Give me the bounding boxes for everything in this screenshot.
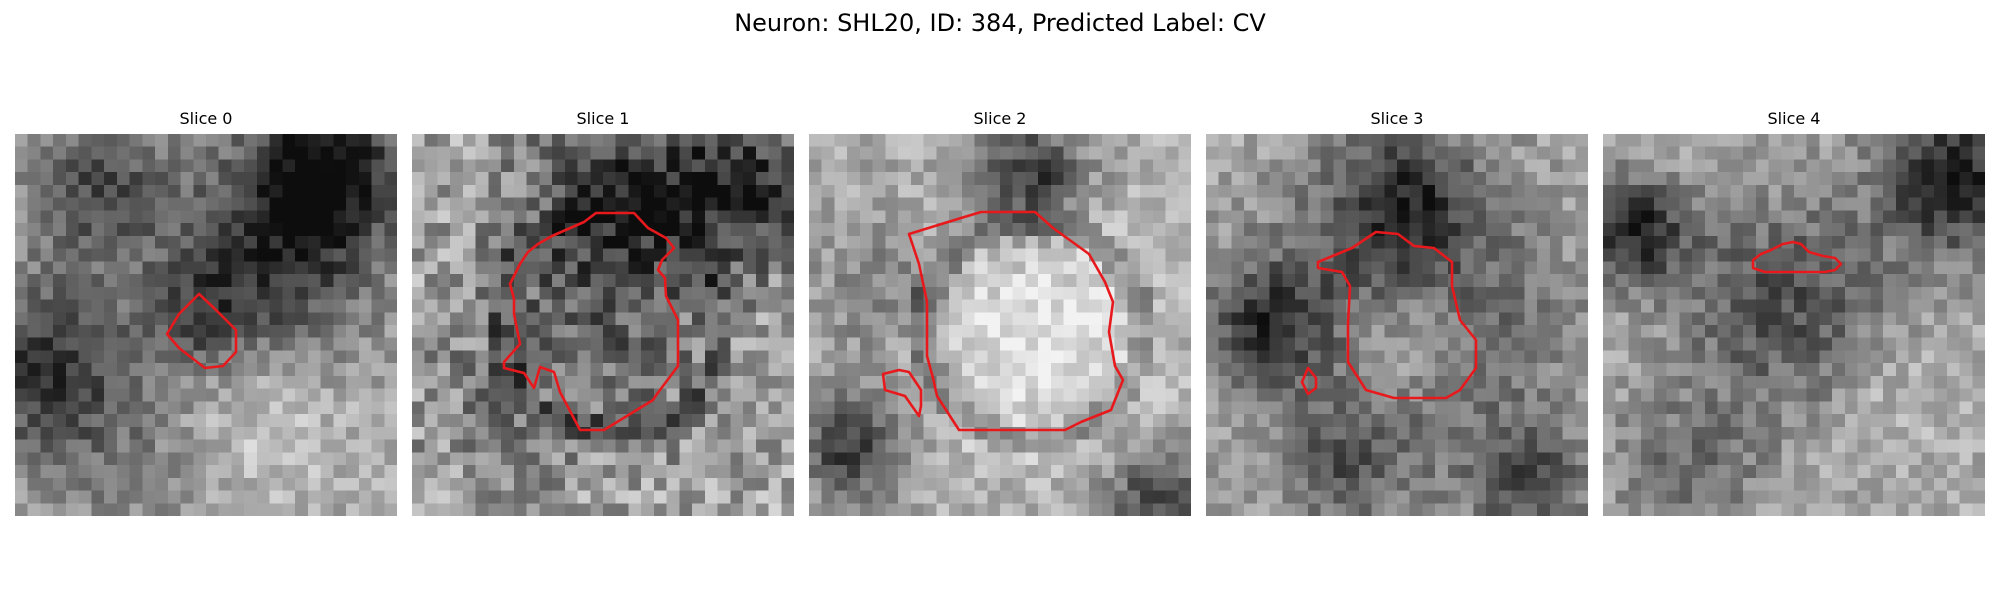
contour-3-a — [1316, 230, 1478, 400]
contour-4-a — [1751, 240, 1843, 274]
contour-2-b — [881, 368, 923, 418]
contour-0-a — [165, 292, 238, 370]
contour-overlay-4 — [1751, 240, 1843, 274]
contour-3-b — [1300, 366, 1318, 396]
contour-overlay-0 — [165, 292, 238, 370]
contour-overlay-1 — [502, 211, 680, 432]
contour-2-a — [907, 210, 1125, 432]
contour-1-a — [502, 211, 680, 432]
slice-panel-1 — [412, 134, 794, 516]
slice-panel-2 — [809, 134, 1191, 516]
slice-image-2 — [809, 134, 1191, 516]
contour-overlay-2 — [881, 210, 1125, 432]
slice-title-0: Slice 0 — [179, 109, 233, 128]
slice-title-4: Slice 4 — [1767, 109, 1821, 128]
slice-panel-3 — [1206, 134, 1588, 516]
slice-title-2: Slice 2 — [973, 109, 1027, 128]
slice-image-4 — [1603, 134, 1985, 516]
slice-image-3 — [1206, 134, 1588, 516]
slice-title-3: Slice 3 — [1370, 109, 1424, 128]
slice-panel-4 — [1603, 134, 1985, 516]
contour-overlay-3 — [1300, 230, 1478, 400]
figure-title: Neuron: SHL20, ID: 384, Predicted Label:… — [734, 9, 1266, 37]
slice-image-0 — [15, 134, 397, 516]
slice-image-1 — [412, 134, 794, 516]
slice-title-1: Slice 1 — [576, 109, 630, 128]
slice-panel-0 — [15, 134, 397, 516]
